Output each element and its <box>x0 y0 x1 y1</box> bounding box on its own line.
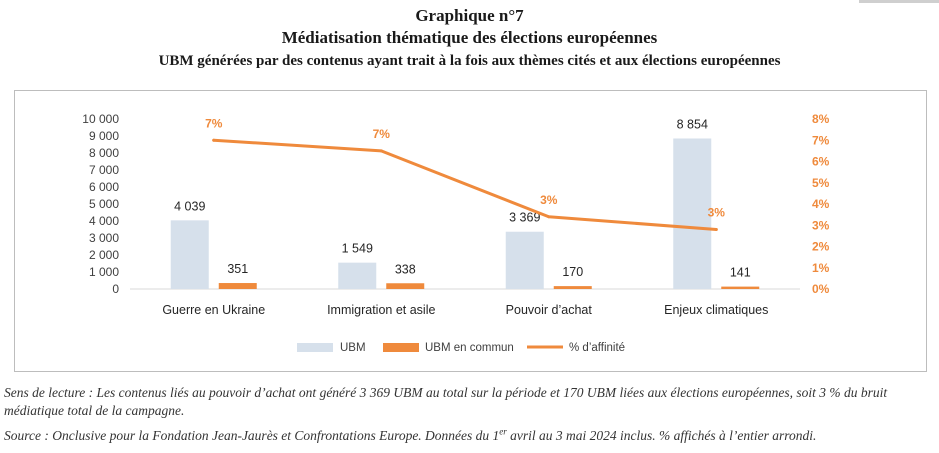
affinity-point <box>379 149 383 153</box>
y-left-tick-label: 6 000 <box>89 180 119 194</box>
source-sup: er <box>499 426 507 437</box>
legend-label-affinity: % d’affinité <box>569 342 625 354</box>
bar-ubm-commun <box>721 286 760 289</box>
bar-ubm-commun-label: 351 <box>227 262 248 276</box>
y-left-tick-label: 3 000 <box>89 231 119 245</box>
legend-swatch-ubm-commun <box>383 343 419 352</box>
source-prefix: Source : Onclusive pour la Fondation Jea… <box>4 428 500 443</box>
x-category-label: Guerre en Ukraine <box>162 303 265 317</box>
affinity-point-label: 7% <box>373 127 391 141</box>
chart-subtitle: UBM générées par des contenus ayant trai… <box>158 53 781 69</box>
corner-decoration <box>859 0 939 3</box>
affinity-point <box>714 228 718 231</box>
bar-ubm-commun-label: 338 <box>395 262 416 276</box>
y-right-tick-label: 0% <box>812 282 830 296</box>
y-right-tick-label: 5% <box>812 176 830 190</box>
bar-ubm-label: 3 369 <box>509 211 540 225</box>
bar-ubm <box>170 220 209 289</box>
y-left-tick-label: 5 000 <box>89 197 119 211</box>
y-right-tick-label: 6% <box>812 155 830 169</box>
affinity-point <box>212 138 216 142</box>
y-left-tick-label: 4 000 <box>89 214 119 228</box>
y-right-tick-label: 4% <box>812 197 830 211</box>
y-right-tick-label: 3% <box>812 218 830 232</box>
bar-ubm-label: 1 549 <box>342 242 373 256</box>
y-left-tick-label: 9 000 <box>89 129 119 143</box>
bar-ubm-commun-label: 141 <box>730 266 751 280</box>
affinity-point-label: 3% <box>540 193 558 207</box>
bar-ubm-label: 8 854 <box>677 117 708 131</box>
y-left-tick-label: 10 000 <box>82 112 119 126</box>
y-left-tick-label: 1 000 <box>89 265 119 279</box>
y-left-tick-label: 7 000 <box>89 163 119 177</box>
source-suffix: avril au 3 mai 2024 inclus. % affichés à… <box>506 428 817 443</box>
y-right-tick-label: 2% <box>812 240 830 254</box>
reading-note: Sens de lecture : Les contenus liés au p… <box>4 385 888 418</box>
bar-ubm <box>505 231 544 289</box>
x-category-label: Pouvoir d’achat <box>506 303 593 317</box>
y-right-tick-label: 1% <box>812 261 830 275</box>
chart-title-number: Graphique n°7 <box>415 6 524 25</box>
legend-label-ubm: UBM <box>340 342 366 354</box>
y-left-tick-label: 0 <box>112 282 119 296</box>
chart-frame <box>14 90 927 372</box>
x-category-label: Enjeux climatiques <box>664 303 768 317</box>
y-right-tick-label: 7% <box>812 133 830 147</box>
bar-ubm-label: 4 039 <box>174 199 205 213</box>
bar-ubm-commun <box>553 286 592 289</box>
affinity-point-label: 7% <box>205 116 223 130</box>
x-category-label: Immigration et asile <box>327 303 435 317</box>
legend-label-ubm-commun: UBM en commun <box>425 342 514 354</box>
affinity-point-label: 3% <box>708 206 726 220</box>
affinity-point <box>547 215 551 219</box>
y-left-tick-label: 8 000 <box>89 146 119 160</box>
bar-ubm <box>338 262 377 289</box>
bar-ubm-commun <box>218 283 257 289</box>
source-note: Source : Onclusive pour la Fondation Jea… <box>4 427 934 445</box>
bar-ubm-commun-label: 170 <box>562 265 583 279</box>
bar-ubm-commun <box>386 283 425 289</box>
chart-title: Médiatisation thématique des élections e… <box>281 28 658 47</box>
y-left-tick-label: 2 000 <box>89 248 119 262</box>
y-right-tick-label: 8% <box>812 112 830 126</box>
affinity-line <box>212 138 718 231</box>
legend-swatch-ubm <box>297 343 333 352</box>
bar-ubm <box>673 138 712 289</box>
